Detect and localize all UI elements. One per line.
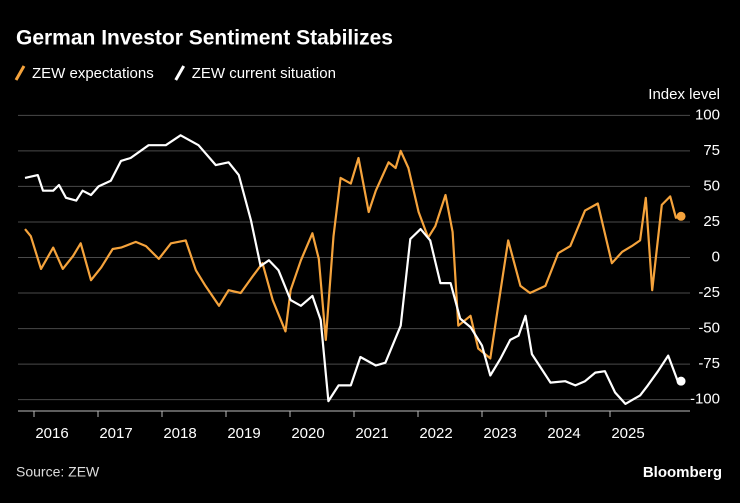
x-tick-label: 2020 xyxy=(291,425,324,442)
x-tick-label: 2019 xyxy=(227,425,260,442)
y-tick-label: 0 xyxy=(712,248,720,265)
y-axis-label: Index level xyxy=(648,86,720,103)
x-tick-label: 2024 xyxy=(547,425,580,442)
series-line xyxy=(24,149,682,360)
y-tick-label: -50 xyxy=(698,320,720,337)
y-tick-label: 100 xyxy=(695,106,720,123)
chart-title: German Investor Sentiment Stabilizes xyxy=(16,27,393,50)
x-tick-label: 2018 xyxy=(163,425,196,442)
y-tick-label: -100 xyxy=(690,391,720,408)
end-dot xyxy=(676,376,686,386)
x-tick-label: 2017 xyxy=(99,425,132,442)
source: Source: ZEW xyxy=(16,464,100,480)
end-dot xyxy=(676,211,686,221)
legend-label: ZEW current situation xyxy=(192,65,336,82)
credit: Bloomberg xyxy=(643,464,722,481)
series-line xyxy=(24,134,681,405)
legend-swatch xyxy=(14,65,26,81)
legend-label: ZEW expectations xyxy=(32,65,154,82)
legend-swatch xyxy=(174,65,186,81)
x-tick-label: 2023 xyxy=(483,425,516,442)
y-tick-label: 25 xyxy=(703,213,720,230)
y-tick-label: 50 xyxy=(703,177,720,194)
x-tick-label: 2025 xyxy=(611,425,644,442)
x-tick-label: 2016 xyxy=(35,425,68,442)
y-tick-label: -25 xyxy=(698,284,720,301)
y-tick-label: 75 xyxy=(703,142,720,159)
x-tick-label: 2022 xyxy=(419,425,452,442)
y-tick-label: -75 xyxy=(698,355,720,372)
x-tick-label: 2021 xyxy=(355,425,388,442)
